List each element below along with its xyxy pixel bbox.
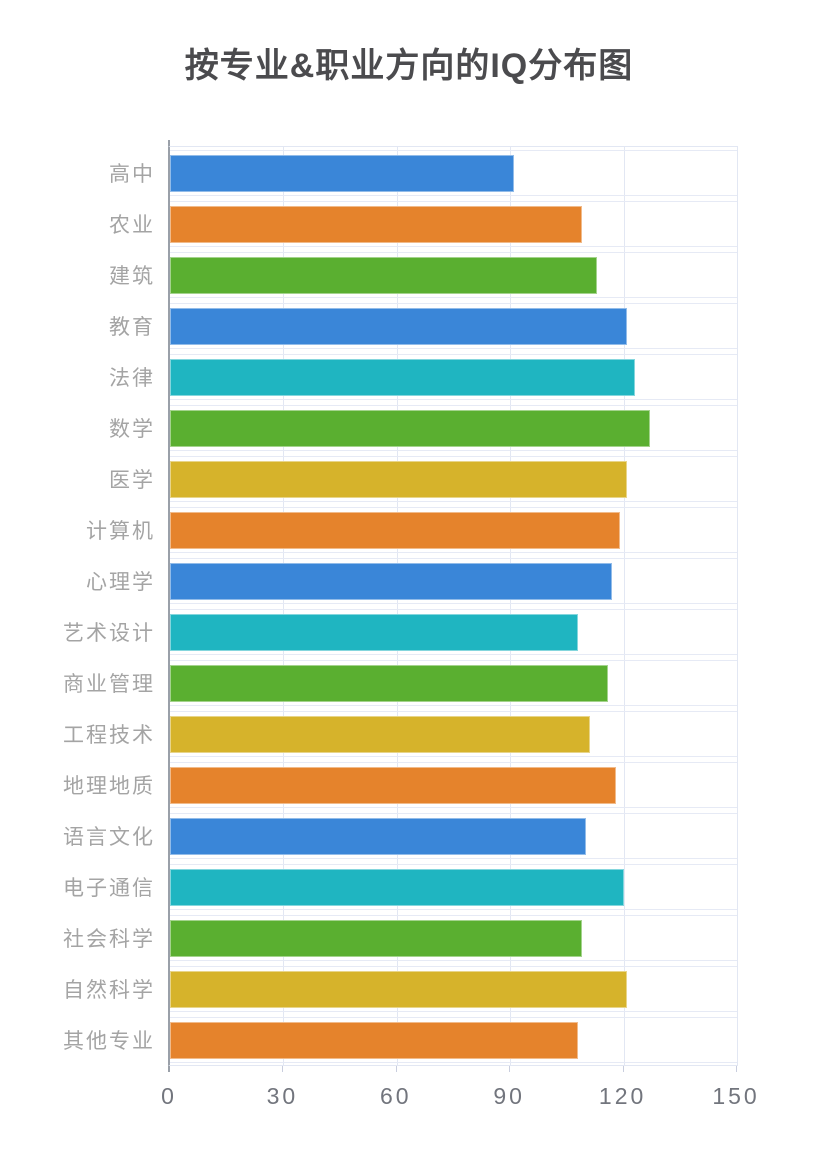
x-tick-label: 120 [598, 1083, 647, 1109]
bar-row [170, 198, 737, 249]
x-tick-label: 60 [380, 1083, 412, 1109]
x-tick-label: 150 [712, 1083, 760, 1109]
bar [170, 920, 583, 957]
bar-row [170, 453, 737, 504]
category-label: 自然科学 [63, 978, 155, 1002]
x-tick-mark [168, 1066, 170, 1072]
category-label: 法律 [109, 366, 155, 390]
bar [170, 767, 617, 804]
bar-row [170, 351, 737, 402]
bar [170, 410, 651, 447]
bar [170, 563, 613, 600]
bar [170, 665, 609, 702]
bar-row [170, 657, 737, 708]
category-label: 工程技术 [63, 723, 155, 747]
category-label: 地理地质 [63, 774, 155, 798]
category-label: 心理学 [86, 570, 155, 594]
y-axis-line [168, 140, 170, 146]
bar [170, 1022, 579, 1059]
category-label: 语言文化 [63, 825, 155, 849]
x-axis-labels: 0 30 60 90 120 150 [161, 1079, 757, 1113]
bar-row [170, 861, 737, 912]
gridline-vertical [510, 147, 512, 1065]
x-tick-label: 0 [161, 1083, 177, 1109]
bar-row [170, 708, 737, 759]
bar [170, 869, 624, 906]
bar-row [170, 606, 737, 657]
x-tick-label: 90 [493, 1083, 525, 1109]
chart-title: 按专业&职业方向的IQ分布图 [184, 47, 634, 85]
category-label: 农业 [109, 213, 155, 237]
bar [170, 716, 590, 753]
bar-row [170, 249, 737, 300]
gridline-vertical [396, 147, 398, 1065]
bar-row [170, 759, 737, 810]
bar-row [170, 810, 737, 861]
bar [170, 461, 628, 498]
plot-area [168, 146, 738, 1066]
bar [170, 257, 598, 294]
category-label: 计算机 [86, 519, 155, 543]
bar-row [170, 1014, 737, 1065]
x-axis-tick-marks [168, 1066, 737, 1073]
y-axis-labels: 高中农业建筑教育法律数学医学计算机心理学艺术设计商业管理工程技术地理地质语言文化… [0, 147, 155, 1065]
x-tick-mark [622, 1066, 624, 1072]
bar [170, 359, 635, 396]
bar-row [170, 912, 737, 963]
bar-row [170, 555, 737, 606]
category-label: 电子通信 [63, 876, 155, 900]
category-label: 医学 [109, 468, 155, 492]
gridline-vertical [623, 147, 625, 1065]
bar [170, 155, 514, 192]
bar-row [170, 963, 737, 1014]
x-tick-mark [395, 1066, 397, 1072]
category-label: 其他专业 [63, 1029, 155, 1053]
category-label: 商业管理 [63, 672, 155, 696]
category-label: 艺术设计 [63, 621, 155, 645]
bar [170, 206, 583, 243]
bar [170, 512, 620, 549]
x-tick-mark [282, 1066, 284, 1072]
bar [170, 971, 628, 1008]
bar-row [170, 147, 737, 198]
bar-row [170, 504, 737, 555]
gridline-vertical [283, 147, 285, 1065]
category-label: 建筑 [109, 264, 155, 288]
category-label: 教育 [109, 315, 155, 339]
category-label: 社会科学 [63, 927, 155, 951]
bar [170, 818, 586, 855]
bar [170, 614, 579, 651]
x-tick-mark [736, 1066, 737, 1072]
bar [170, 308, 628, 345]
category-label: 高中 [109, 162, 155, 186]
category-label: 数学 [109, 417, 155, 441]
x-tick-label: 30 [266, 1083, 299, 1109]
x-tick-mark [509, 1066, 511, 1072]
bar-row [170, 300, 737, 351]
bar-row [170, 402, 737, 453]
